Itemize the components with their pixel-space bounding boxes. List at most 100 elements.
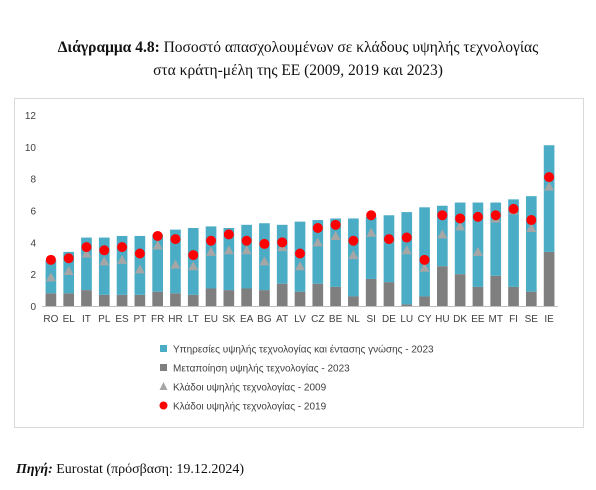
marker-2019 <box>348 235 359 246</box>
bar-services-2023 <box>454 202 466 275</box>
marker-2009 <box>241 245 252 255</box>
bar-services-2023 <box>490 202 502 276</box>
x-tick-label: IE <box>544 314 554 325</box>
x-tick-label: DE <box>382 314 396 325</box>
bar-manufacturing-2023 <box>98 294 110 306</box>
x-tick-label: HR <box>168 314 182 325</box>
x-tick-label: PT <box>133 314 146 325</box>
x-tick-label: EE <box>471 314 485 325</box>
marker-2009 <box>295 261 305 271</box>
marker-2009 <box>419 262 430 272</box>
x-tick-label: BG <box>257 314 272 325</box>
bar-services-2023 <box>330 218 341 287</box>
bar-manufacturing-2023 <box>330 286 341 306</box>
bar-manufacturing-2023 <box>348 296 359 306</box>
bar-manufacturing-2023 <box>365 278 377 306</box>
y-tick-label: 2 <box>30 270 36 281</box>
marker-2009 <box>45 272 56 282</box>
source-note: Πηγή: Eurostat (πρόσβαση: 19.12.2024) <box>16 462 244 478</box>
x-tick-label: NL <box>347 314 360 325</box>
x-tick-label: MT <box>488 314 502 325</box>
marker-2019 <box>152 230 163 241</box>
x-tick-label: FI <box>509 314 518 325</box>
legend-swatch <box>160 364 167 371</box>
marker-2009 <box>312 237 323 247</box>
bar-services-2023 <box>116 235 128 295</box>
x-tick-label: FR <box>151 314 164 325</box>
bar-services-2023 <box>312 220 324 284</box>
x-tick-label: SE <box>525 314 539 325</box>
marker-2019 <box>117 242 128 253</box>
bar-services-2023 <box>383 215 395 283</box>
x-tick-label: CZ <box>311 314 324 325</box>
marker-2019 <box>312 223 323 234</box>
marker-2009 <box>117 254 128 264</box>
bar-manufacturing-2023 <box>116 294 128 306</box>
bar-manufacturing-2023 <box>401 304 413 306</box>
bar-services-2023 <box>81 237 92 291</box>
x-tick-label: SK <box>222 314 236 325</box>
marker-2019 <box>383 234 394 245</box>
marker-2019 <box>259 238 270 249</box>
marker-2009 <box>401 245 412 255</box>
bar-manufacturing-2023 <box>63 293 75 306</box>
marker-2019 <box>366 210 377 221</box>
marker-2009 <box>63 265 74 275</box>
bar-manufacturing-2023 <box>223 290 235 306</box>
marker-2019 <box>330 219 341 230</box>
bar-manufacturing-2023 <box>187 294 199 306</box>
marker-2019 <box>99 245 110 256</box>
y-tick-label: 10 <box>25 143 37 154</box>
marker-2019 <box>188 250 199 261</box>
bar-services-2023 <box>223 228 235 291</box>
chart-title-number: Διάγραμμα 4.8: <box>57 39 160 56</box>
bar-services-2023 <box>152 234 163 292</box>
legend-label: Υπηρεσίες υψηλής τεχνολογίας και έντασης… <box>173 344 434 356</box>
legend-swatch <box>159 401 168 410</box>
marker-2019 <box>81 242 92 253</box>
x-tick-label: ES <box>115 314 129 325</box>
x-tick-label: PL <box>98 314 111 325</box>
x-tick-label: HU <box>435 314 449 325</box>
marker-2019 <box>241 235 252 246</box>
marker-2009 <box>348 250 359 260</box>
bar-manufacturing-2023 <box>490 275 502 306</box>
y-tick-label: 0 <box>30 302 36 313</box>
bar-manufacturing-2023 <box>472 286 484 306</box>
x-tick-label: AT <box>276 314 288 325</box>
marker-2009 <box>170 259 181 269</box>
bar-manufacturing-2023 <box>134 294 146 306</box>
bar-manufacturing-2023 <box>276 283 288 306</box>
marker-2019 <box>401 232 412 243</box>
x-tick-label: EL <box>63 314 76 325</box>
marker-2019 <box>223 229 234 240</box>
marker-2009 <box>223 245 234 255</box>
marker-2009 <box>99 256 110 266</box>
bar-services-2023 <box>419 207 430 297</box>
x-tick-label: SI <box>366 314 375 325</box>
marker-2009 <box>152 240 163 250</box>
x-tick-label: LU <box>400 314 413 325</box>
marker-2009 <box>472 246 483 256</box>
x-tick-label: LT <box>188 314 199 325</box>
marker-2009 <box>544 181 555 191</box>
bar-manufacturing-2023 <box>152 291 163 306</box>
bar-manufacturing-2023 <box>81 290 92 306</box>
x-tick-label: IT <box>82 314 91 325</box>
marker-2019 <box>490 210 501 221</box>
bar-services-2023 <box>276 224 288 284</box>
marker-2019 <box>437 210 448 221</box>
x-tick-label: LV <box>294 314 306 325</box>
x-tick-label: EA <box>240 314 254 325</box>
legend-swatch <box>159 382 168 390</box>
bar-manufacturing-2023 <box>437 266 448 306</box>
bar-manufacturing-2023 <box>241 288 252 306</box>
marker-2009 <box>366 227 377 237</box>
marker-2019 <box>419 254 430 265</box>
marker-2019 <box>45 254 56 265</box>
x-tick-label: BE <box>329 314 343 325</box>
bar-manufacturing-2023 <box>508 286 519 306</box>
marker-2009 <box>455 221 466 231</box>
bar-manufacturing-2023 <box>383 282 395 306</box>
